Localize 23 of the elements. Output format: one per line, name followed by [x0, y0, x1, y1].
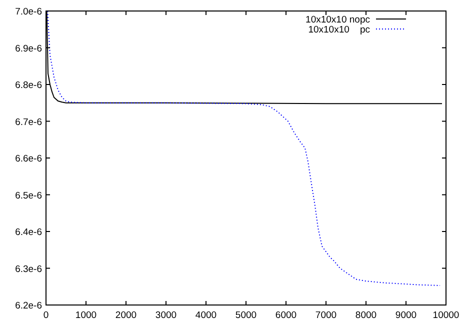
- legend-label: 10x10x10 pc: [308, 24, 370, 36]
- x-tick-label: 6000: [275, 310, 297, 321]
- x-tick-label: 4000: [195, 310, 217, 321]
- x-tick-label: 7000: [315, 310, 337, 321]
- y-tick-label: 6.7e-6: [15, 116, 42, 128]
- x-tick-label: 5000: [235, 310, 257, 321]
- y-tick-label: 7.0e-6: [15, 6, 42, 18]
- x-tick-label: 3000: [155, 310, 177, 321]
- x-tick-label: 1000: [75, 310, 97, 321]
- x-tick-label: 0: [43, 310, 49, 321]
- x-tick-label: 9000: [395, 310, 417, 321]
- y-tick-label: 6.6e-6: [15, 154, 42, 164]
- x-tick-label: 2000: [115, 310, 137, 321]
- y-tick-label: 6.2e-6: [15, 300, 42, 312]
- y-tick-label: 6.8e-6: [15, 80, 42, 91]
- y-tick-label: 6.9e-6: [15, 43, 42, 54]
- legend-label: 10x10x10 nopc: [306, 14, 370, 26]
- y-tick-label: 6.3e-6: [15, 264, 42, 275]
- x-tick-label: 8000: [355, 310, 377, 321]
- x-tick-label: 10000: [432, 310, 460, 321]
- line-series: [47, 10, 440, 286]
- y-tick-label: 6.5e-6: [15, 190, 42, 202]
- y-tick-label: 6.4e-6: [15, 227, 42, 238]
